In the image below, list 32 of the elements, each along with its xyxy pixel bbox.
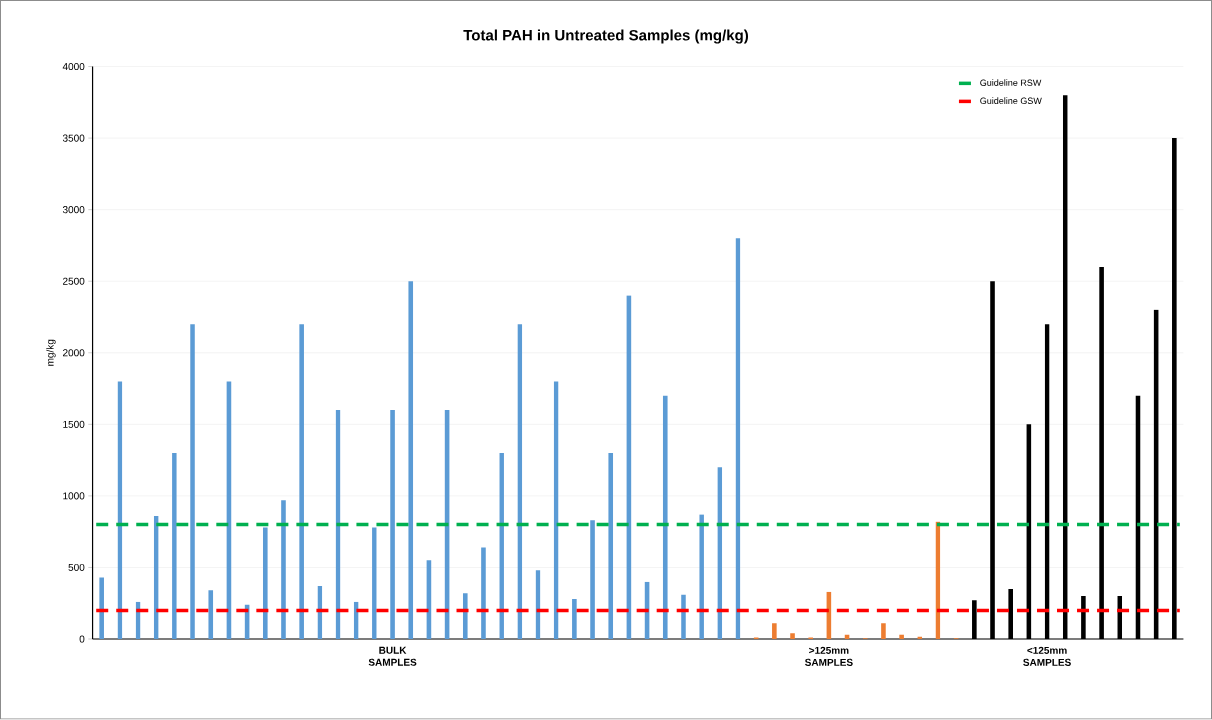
bar bbox=[481, 547, 486, 640]
y-tick-label: 4000 bbox=[62, 63, 85, 71]
y-tick-label: 3000 bbox=[62, 206, 85, 214]
y-tick-label: 1500 bbox=[63, 421, 85, 429]
y-tick-label: 2000 bbox=[63, 349, 85, 357]
bar bbox=[390, 410, 395, 640]
bar bbox=[208, 590, 214, 640]
chart-title: Total PAH in Untreated Samples (mg/kg) bbox=[463, 29, 749, 44]
bar bbox=[99, 577, 104, 640]
bar bbox=[662, 395, 668, 640]
bar bbox=[772, 623, 777, 640]
legend-label: Guideline RSW bbox=[980, 79, 1042, 87]
bar bbox=[263, 527, 268, 640]
bar bbox=[790, 633, 795, 640]
y-tick-label: 500 bbox=[68, 564, 85, 572]
bar bbox=[281, 500, 286, 640]
bar bbox=[462, 593, 468, 640]
bar bbox=[608, 453, 614, 640]
x-tick-label: >125mm SAMPLES bbox=[804, 647, 853, 667]
y-axis-title: mg/kg bbox=[46, 339, 56, 366]
legend-label: Guideline GSW bbox=[980, 97, 1042, 105]
bar bbox=[590, 520, 595, 640]
bar bbox=[899, 634, 904, 640]
y-tick-label: 0 bbox=[79, 635, 85, 643]
y-tick-label: 2500 bbox=[63, 277, 85, 285]
y-tick-label: 1000 bbox=[63, 492, 85, 500]
bar bbox=[408, 281, 414, 640]
bar bbox=[572, 599, 577, 640]
y-tick-label: 3500 bbox=[62, 134, 85, 142]
bar bbox=[299, 324, 304, 640]
x-tick-label: <125mm SAMPLES bbox=[1023, 647, 1071, 667]
x-tick-label: BULK SAMPLES bbox=[368, 647, 417, 667]
